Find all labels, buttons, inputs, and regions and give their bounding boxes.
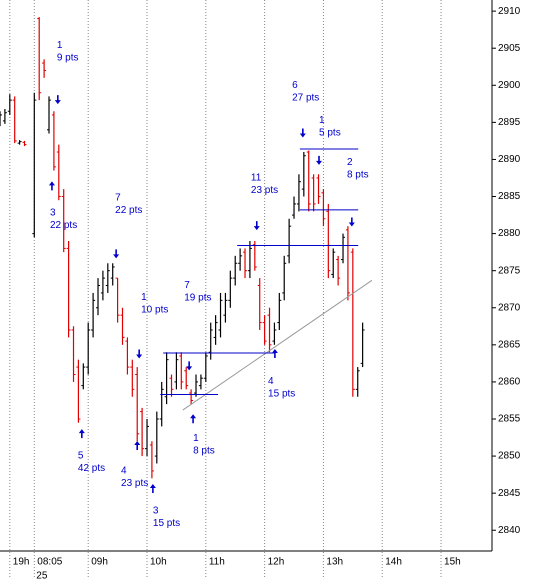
annotation: 6 — [292, 80, 298, 91]
y-tick-label: 2900 — [498, 80, 521, 91]
y-tick-label: 2895 — [498, 117, 521, 128]
x-tick-label: 13h — [326, 557, 343, 568]
date-label: 25 — [36, 571, 48, 580]
annotation: 22 pts — [50, 220, 77, 231]
signal-arrow — [136, 349, 143, 359]
signal-arrow — [299, 128, 306, 138]
y-tick-label: 2850 — [498, 451, 521, 462]
annotation: 5 — [78, 451, 84, 462]
annotation: 3 — [50, 207, 56, 218]
signal-arrow — [134, 440, 141, 450]
signal-arrow — [253, 221, 260, 231]
y-tick-label: 2905 — [498, 43, 521, 54]
y-tick-label: 2885 — [498, 191, 521, 202]
signal-arrow — [78, 429, 85, 439]
x-tick-label: 14h — [385, 557, 402, 568]
x-tick-label: 15h — [444, 557, 461, 568]
annotation: 27 pts — [292, 92, 319, 103]
x-tick-label: 19h — [13, 557, 30, 568]
annotation: 8 pts — [193, 445, 215, 456]
annotation: 1 — [57, 40, 63, 51]
signal-arrow — [186, 361, 193, 371]
x-tick-label: 12h — [268, 557, 285, 568]
y-tick-label: 2845 — [498, 488, 521, 499]
y-tick-label: 2870 — [498, 302, 521, 313]
signal-arrow — [348, 217, 355, 227]
y-tick-label: 2840 — [498, 525, 521, 536]
signal-arrow — [149, 483, 156, 493]
annotation: 22 pts — [115, 205, 142, 216]
annotation: 1 — [141, 292, 147, 303]
annotation: 5 pts — [319, 127, 341, 138]
annotation: 23 pts — [251, 185, 278, 196]
annotation: 1 — [193, 433, 199, 444]
y-tick-label: 2890 — [498, 154, 521, 165]
annotation: 9 pts — [57, 52, 79, 63]
annotation: 4 — [121, 466, 127, 477]
y-tick-label: 2855 — [498, 414, 521, 425]
annotation: 42 pts — [78, 463, 105, 474]
annotation: 10 pts — [141, 305, 168, 316]
y-tick-label: 2860 — [498, 377, 521, 388]
annotation: 15 pts — [153, 518, 180, 529]
signal-arrow — [316, 155, 323, 165]
x-tick-label: 09h — [91, 557, 108, 568]
annotation: 15 pts — [268, 388, 295, 399]
signal-arrow — [113, 249, 120, 259]
annotation: 23 pts — [121, 478, 148, 489]
y-tick-label: 2910 — [498, 6, 521, 17]
y-tick-label: 2865 — [498, 339, 521, 350]
signal-arrow — [48, 181, 55, 191]
trend-line — [182, 279, 373, 411]
y-tick-label: 2880 — [498, 228, 521, 239]
annotation: 4 — [268, 376, 274, 387]
y-tick-label: 2875 — [498, 265, 521, 276]
signal-arrow — [190, 414, 197, 424]
annotation: 7 — [184, 280, 190, 291]
annotation: 3 — [153, 506, 159, 517]
signal-arrow — [54, 95, 61, 105]
annotation: 2 — [347, 157, 353, 168]
annotation: 8 pts — [347, 170, 369, 181]
signal-arrow — [271, 348, 278, 358]
x-tick-label: 11h — [209, 557, 225, 568]
annotation: 11 — [251, 173, 262, 184]
annotation: 1 — [319, 115, 325, 126]
annotation: 7 — [115, 193, 121, 204]
annotation: 19 pts — [184, 293, 211, 304]
x-tick-label: 10h — [150, 557, 167, 568]
x-tick-label: 08:05 — [37, 557, 62, 568]
